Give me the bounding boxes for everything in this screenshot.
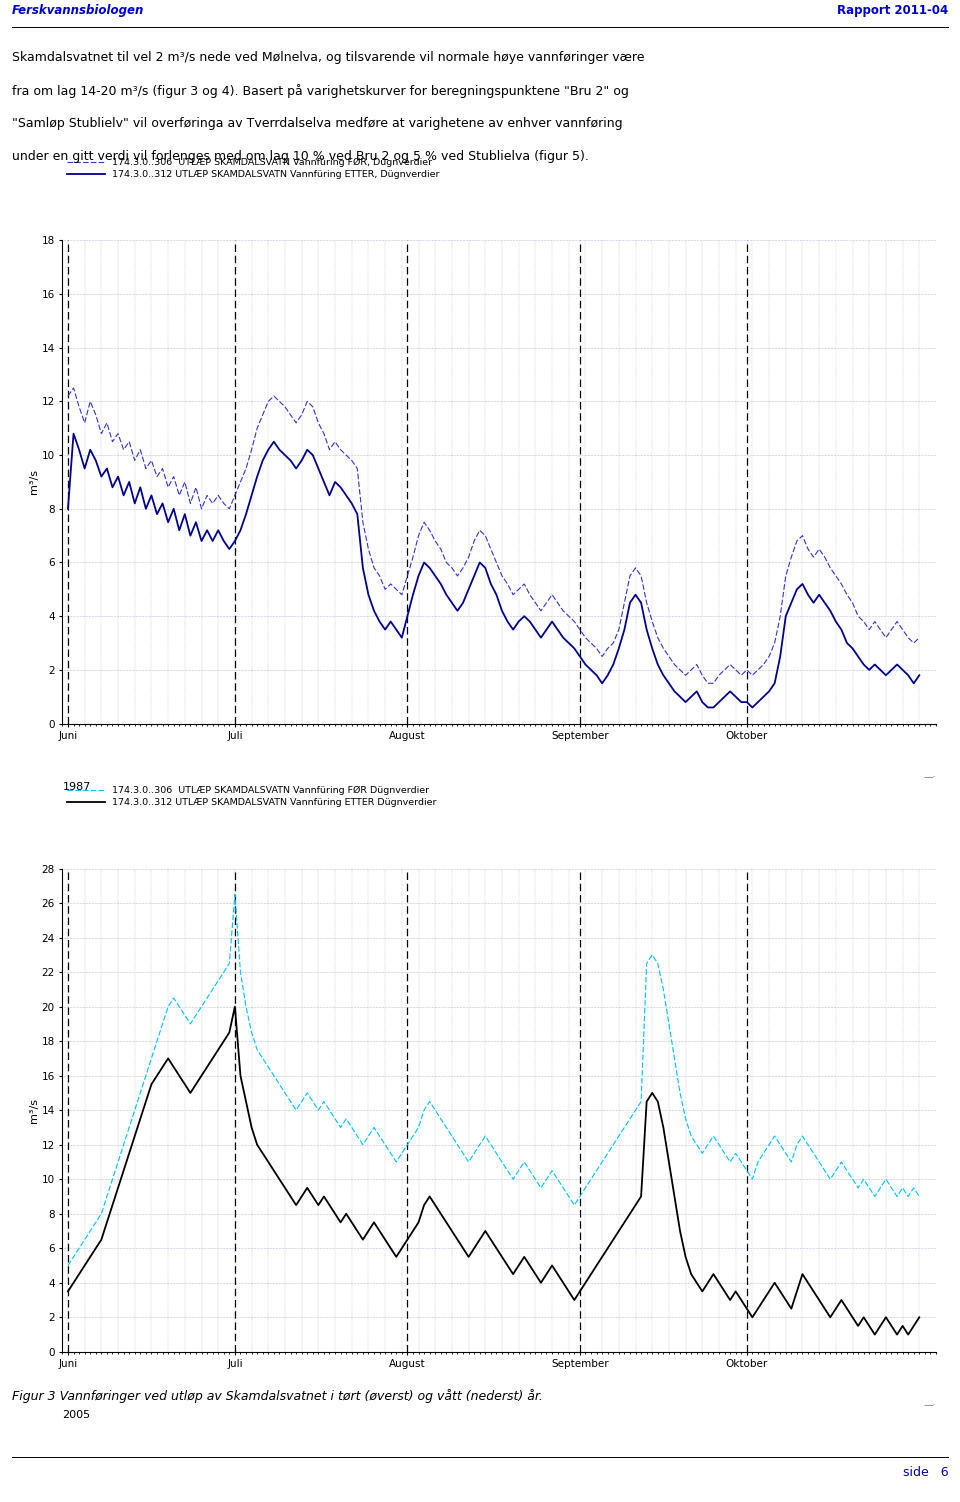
Text: fra om lag 14-20 m³/s (figur 3 og 4). Basert på varighetskurver for beregningspu: fra om lag 14-20 m³/s (figur 3 og 4). Ba… <box>12 84 629 98</box>
Legend: 174.3.0..306  UTLÆP SKAMDALSVATN Vannfüring FØR, Dügnverdier, 174.3.0..312 UTLÆP: 174.3.0..306 UTLÆP SKAMDALSVATN Vannfüri… <box>67 158 440 179</box>
Text: 1987: 1987 <box>62 781 91 792</box>
Text: 2005: 2005 <box>62 1410 90 1419</box>
Text: Ferskvannsbiologen: Ferskvannsbiologen <box>12 3 144 17</box>
Legend: 174.3.0..306  UTLÆP SKAMDALSVATN Vannfüring FØR Dügnverdier, 174.3.0..312 UTLÆP : 174.3.0..306 UTLÆP SKAMDALSVATN Vannfüri… <box>67 786 437 807</box>
Text: side   6: side 6 <box>902 1466 948 1479</box>
Text: Figur 3 Vannføringer ved utløp av Skamdalsvatnet i tørt (øverst) og vått (neders: Figur 3 Vannføringer ved utløp av Skamda… <box>12 1389 542 1403</box>
Text: "Samløp Stublielv" vil overføringa av Tverrdalselva medføre at varighetene av en: "Samløp Stublielv" vil overføringa av Tv… <box>12 117 622 131</box>
Text: under en gitt verdi vil forlenges med om lag 10 % ved Bru 2 og 5 % ved Stublielv: under en gitt verdi vil forlenges med om… <box>12 150 588 164</box>
Y-axis label: m³/s: m³/s <box>29 1098 38 1122</box>
Text: —·: —· <box>924 772 936 783</box>
Text: Rapport 2011-04: Rapport 2011-04 <box>837 3 948 17</box>
Y-axis label: m³/s: m³/s <box>29 470 38 494</box>
Text: —·: —· <box>924 1400 936 1410</box>
Text: Skamdalsvatnet til vel 2 m³/s nede ved Mølnelva, og tilsvarende vil normale høye: Skamdalsvatnet til vel 2 m³/s nede ved M… <box>12 51 644 65</box>
